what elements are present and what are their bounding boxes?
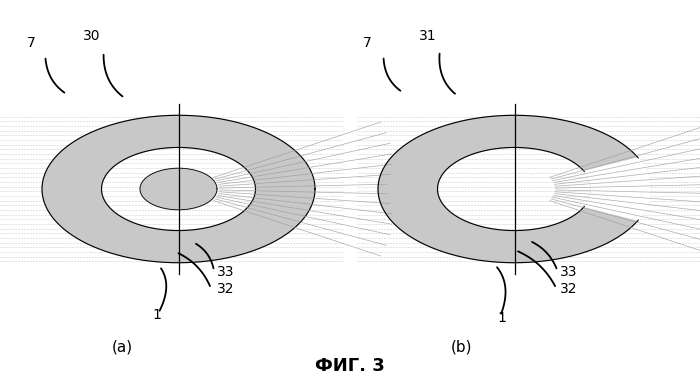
Text: 31: 31 [419,29,436,43]
Text: (b): (b) [452,339,472,355]
Text: 7: 7 [27,36,35,50]
Text: 32: 32 [217,282,234,296]
Text: 1: 1 [497,311,506,325]
Text: ФИГ. 3: ФИГ. 3 [315,357,385,375]
Circle shape [140,168,217,210]
Text: 32: 32 [560,282,577,296]
Text: 1: 1 [153,308,162,322]
Text: (a): (a) [112,339,133,355]
Text: 33: 33 [217,265,234,279]
Text: 7: 7 [363,36,372,50]
Polygon shape [584,158,651,220]
Text: 30: 30 [83,29,100,43]
Text: 33: 33 [560,265,577,279]
